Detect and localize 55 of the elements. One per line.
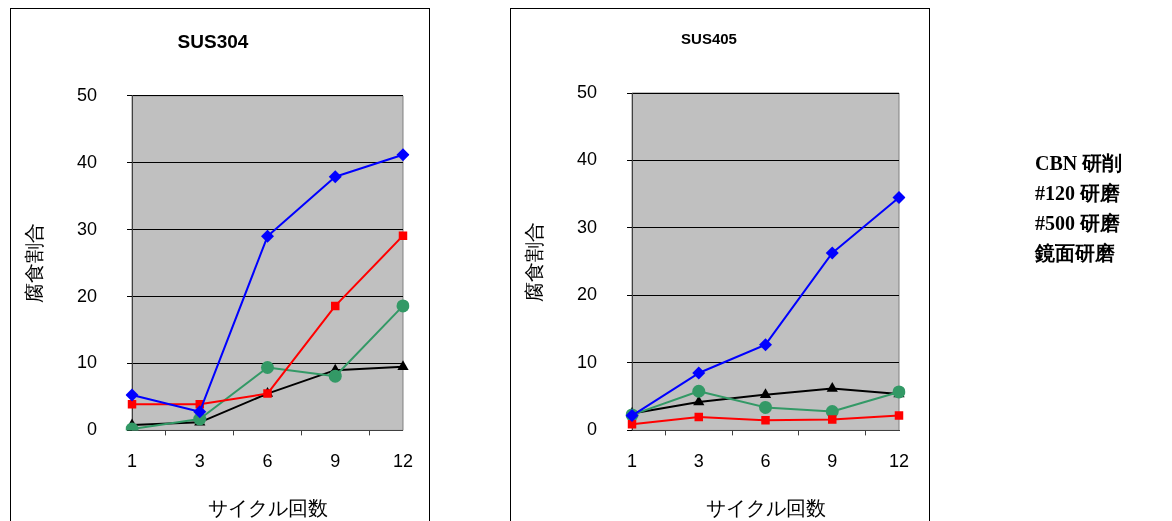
x-tick-label: 3 bbox=[693, 451, 704, 472]
point bbox=[398, 231, 408, 240]
point bbox=[125, 388, 139, 402]
point bbox=[627, 420, 637, 429]
y-tick-label: 0 bbox=[587, 419, 598, 440]
x-tick-label: 6 bbox=[760, 451, 771, 472]
x-tick-label: 1 bbox=[127, 451, 138, 472]
point bbox=[261, 361, 275, 374]
point bbox=[759, 400, 773, 414]
x-axis-title: サイクル回数 bbox=[705, 496, 826, 519]
y-tick-label: 50 bbox=[76, 84, 98, 105]
y-tick-label: 20 bbox=[76, 285, 98, 306]
point bbox=[396, 299, 410, 313]
text: #120 研磨 bbox=[1035, 181, 1121, 206]
x-tick-label: 9 bbox=[827, 451, 838, 472]
y-tick-label: 20 bbox=[576, 284, 598, 305]
y-tick-label: 30 bbox=[576, 216, 598, 237]
point bbox=[397, 360, 409, 371]
point bbox=[759, 338, 773, 352]
chart-title: SUS304 bbox=[177, 30, 249, 52]
x-tick-label: 12 bbox=[392, 451, 413, 472]
point bbox=[193, 405, 207, 419]
y-tick-label: 10 bbox=[76, 352, 98, 373]
y-tick-label: 40 bbox=[576, 149, 598, 170]
point bbox=[892, 191, 906, 205]
y-tick-label: 40 bbox=[76, 151, 98, 172]
y-axis-title: 腐食割合 bbox=[22, 223, 45, 304]
point bbox=[261, 229, 275, 243]
point bbox=[396, 148, 410, 162]
chart-title: SUS405 bbox=[681, 30, 737, 48]
point bbox=[825, 246, 839, 260]
point bbox=[826, 382, 838, 392]
point bbox=[761, 416, 770, 425]
point bbox=[692, 384, 706, 398]
point bbox=[127, 400, 137, 409]
point bbox=[328, 369, 342, 383]
x-tick-label: 1 bbox=[627, 451, 638, 472]
x-axis-title: サイクル回数 bbox=[207, 496, 328, 519]
text: CBN 研削 bbox=[1035, 151, 1123, 176]
x-tick-label: 9 bbox=[330, 451, 341, 472]
y-tick-label: 50 bbox=[576, 81, 598, 102]
point bbox=[328, 170, 342, 184]
y-tick-label: 30 bbox=[76, 218, 98, 239]
text: 鏡面研磨 bbox=[1035, 241, 1116, 266]
x-tick-label: 3 bbox=[194, 451, 205, 472]
y-tick-label: 10 bbox=[576, 351, 598, 372]
point bbox=[828, 415, 837, 424]
x-tick-label: 12 bbox=[888, 451, 910, 472]
y-tick-label: 0 bbox=[87, 419, 98, 440]
text: #500 研磨 bbox=[1035, 211, 1121, 236]
point bbox=[894, 411, 904, 420]
point bbox=[759, 388, 772, 398]
x-tick-label: 6 bbox=[262, 451, 273, 472]
y-axis-title: 腐食割合 bbox=[522, 221, 545, 302]
point bbox=[692, 366, 706, 380]
